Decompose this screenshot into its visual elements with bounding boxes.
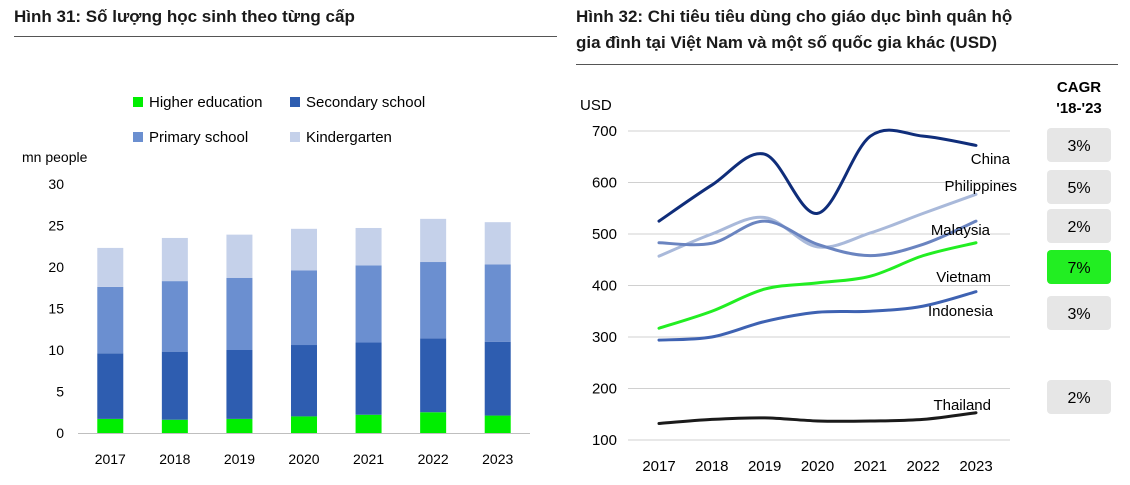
y-tick-label: 25 [48, 218, 64, 234]
bar-higher-education-2017 [97, 418, 124, 433]
y-tick-label: 700 [592, 123, 617, 140]
cagr-value-china: 3% [1067, 138, 1090, 155]
bar-primary-school-2021 [355, 265, 382, 343]
cagr-value-thailand: 2% [1067, 390, 1090, 407]
bar-secondary-school-2023 [484, 341, 511, 416]
series-label-philippines: Philippines [944, 178, 1017, 195]
x-tick-label: 2018 [159, 451, 190, 467]
legend-label-primary-school: Primary school [149, 129, 248, 146]
y-axis-label: mn people [22, 149, 88, 165]
series-label-indonesia: Indonesia [928, 303, 994, 320]
y-tick-label: 100 [592, 432, 617, 449]
x-tick-label: 2023 [959, 458, 992, 475]
legend-label-secondary-school: Secondary school [306, 94, 425, 111]
y-tick-label: 0 [56, 425, 64, 441]
x-tick-label: 2023 [482, 451, 513, 467]
line-malaysia [657, 219, 978, 258]
figure31-title-rule [14, 36, 557, 37]
y-tick-label: 30 [48, 176, 64, 192]
cagr-value-vietnam: 7% [1067, 260, 1090, 277]
line-philippines [657, 192, 978, 258]
x-tick-label: 2018 [695, 458, 728, 475]
series-label-vietnam: Vietnam [936, 269, 991, 286]
legend-label-higher-education: Higher education [149, 94, 262, 111]
series-label-china: China [971, 151, 1011, 168]
y-tick-label: 10 [48, 342, 64, 358]
series-label-thailand: Thailand [933, 397, 991, 414]
legend-label-kindergarten: Kindergarten [306, 129, 392, 146]
x-tick-label: 2020 [801, 458, 834, 475]
cagr-box-philippines [1047, 170, 1111, 204]
y-tick-label: 5 [56, 384, 64, 400]
x-tick-label: 2017 [95, 451, 126, 467]
bar-kindergarten-2017 [97, 247, 124, 287]
y-tick-label: 15 [48, 301, 64, 317]
bar-higher-education-2022 [420, 412, 447, 433]
y-axis-label: USD [580, 97, 612, 114]
x-tick-label: 2021 [854, 458, 887, 475]
legend-swatch-kindergarten [290, 132, 300, 142]
bar-kindergarten-2022 [420, 218, 447, 263]
bar-secondary-school-2019 [226, 350, 253, 419]
line-thailand [657, 411, 978, 426]
cagr-box-vietnam [1047, 250, 1111, 284]
y-tick-label: 20 [48, 259, 64, 275]
y-tick-label: 600 [592, 175, 617, 192]
cagr-header-line2: '18-'23 [1056, 100, 1102, 117]
bar-higher-education-2021 [355, 414, 382, 433]
cagr-box-malaysia [1047, 209, 1111, 243]
bar-kindergarten-2019 [226, 234, 253, 278]
cagr-header-line1: CAGR [1057, 79, 1101, 96]
figure32-title-rule [576, 64, 1118, 65]
cagr-box-china [1047, 128, 1111, 162]
line-china [657, 128, 978, 223]
legend-swatch-primary-school [133, 132, 143, 142]
y-tick-label: 400 [592, 278, 617, 295]
bar-primary-school-2020 [291, 270, 317, 346]
bar-primary-school-2022 [420, 262, 447, 339]
bar-higher-education-2020 [291, 416, 317, 433]
bar-secondary-school-2018 [161, 351, 188, 420]
cagr-box-indonesia [1047, 296, 1111, 330]
cagr-value-malaysia: 2% [1067, 219, 1090, 236]
figure31-title: Hình 31: Số lượng học sinh theo từng cấp [14, 7, 355, 26]
bar-secondary-school-2017 [97, 353, 124, 419]
legend-swatch-higher-education [133, 97, 143, 107]
cagr-box-thailand [1047, 380, 1111, 414]
bar-kindergarten-2021 [355, 227, 382, 266]
x-tick-label: 2019 [224, 451, 255, 467]
y-tick-label: 200 [592, 381, 617, 398]
bar-primary-school-2017 [97, 286, 124, 354]
x-tick-label: 2017 [642, 458, 675, 475]
series-label-malaysia: Malaysia [931, 222, 991, 239]
x-tick-label: 2022 [906, 458, 939, 475]
bar-higher-education-2019 [226, 418, 253, 433]
bar-kindergarten-2020 [291, 228, 317, 271]
line-indonesia [657, 290, 978, 342]
x-tick-label: 2022 [418, 451, 449, 467]
bar-secondary-school-2020 [291, 345, 317, 417]
x-tick-label: 2020 [288, 451, 319, 467]
bar-secondary-school-2021 [355, 342, 382, 415]
bar-kindergarten-2018 [161, 237, 188, 282]
y-tick-label: 300 [592, 329, 617, 346]
x-tick-label: 2019 [748, 458, 781, 475]
bar-higher-education-2018 [161, 419, 188, 433]
bar-higher-education-2023 [484, 415, 511, 433]
bar-secondary-school-2022 [420, 338, 447, 413]
bar-primary-school-2023 [484, 264, 511, 342]
line-vietnam [657, 241, 978, 330]
bar-primary-school-2019 [226, 277, 253, 350]
y-tick-label: 500 [592, 226, 617, 243]
student-count-chart: mn people 0 5 10 15 20 25 30 2017 2018 2019 2020 202… [22, 94, 530, 467]
cagr-value-philippines: 5% [1067, 180, 1090, 197]
figure32-title: Hình 32: Chi tiêu tiêu dùng cho giáo dục… [576, 7, 1013, 52]
cagr-value-indonesia: 3% [1067, 306, 1090, 323]
legend-swatch-secondary-school [290, 97, 300, 107]
x-tick-label: 2021 [353, 451, 384, 467]
bar-primary-school-2018 [161, 281, 188, 352]
bar-kindergarten-2023 [484, 222, 511, 265]
